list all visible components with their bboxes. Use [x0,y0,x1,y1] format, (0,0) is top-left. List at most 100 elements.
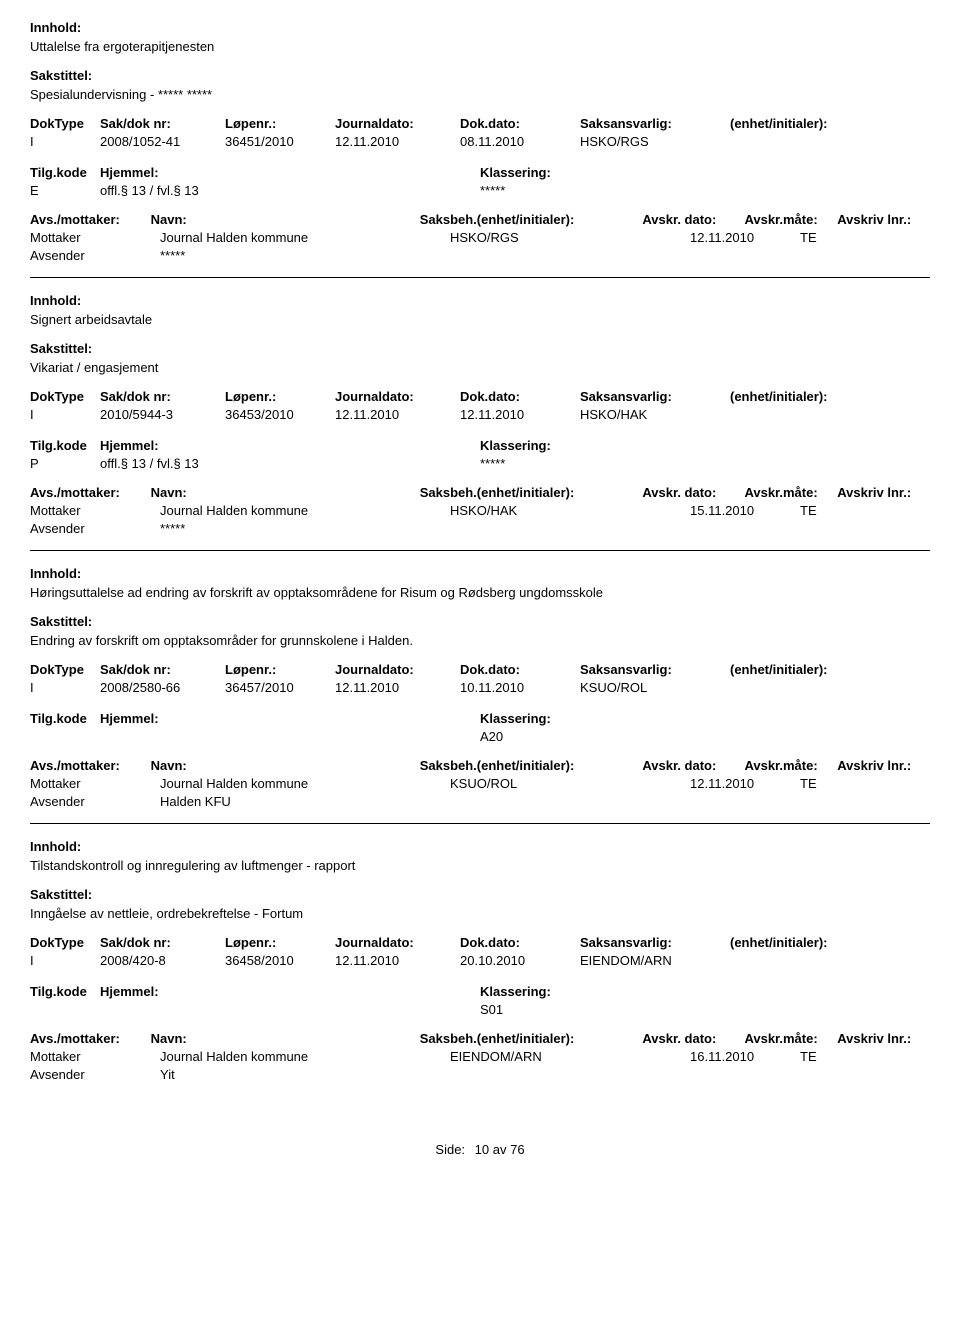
doc-data-row: I 2008/2580-66 36457/2010 12.11.2010 10.… [30,680,930,695]
avsender-navn: ***** [160,248,450,263]
doktype-header: DokType [30,935,100,950]
journaldato-header: Journaldato: [335,389,460,404]
mottaker-navn: Journal Halden kommune [160,503,450,518]
mottaker-navn: Journal Halden kommune [160,230,450,245]
saksbeh-header: Saksbeh.(enhet/initialer): [420,485,643,500]
mottaker-saksbeh: HSKO/RGS [450,230,600,245]
avs-header-row: Avs./mottaker: Navn: Saksbeh.(enhet/init… [30,485,930,500]
meta-data-row: S01 [30,1002,930,1017]
lopenr-value: 36453/2010 [225,407,335,422]
avsender-navn: ***** [160,521,450,536]
avsender-row: Avsender Halden KFU [30,794,930,809]
mottaker-avskr-mate: TE [800,230,900,245]
mottaker-saksbeh: KSUO/ROL [450,776,600,791]
avskr-mate-header: Avskr.måte: [744,485,837,500]
sakstittel-label: Sakstittel: [30,341,930,356]
mottaker-avskr-mate: TE [800,503,900,518]
sakdok-header: Sak/dok nr: [100,662,225,677]
doc-data-row: I 2010/5944-3 36453/2010 12.11.2010 12.1… [30,407,930,422]
doktype-header: DokType [30,389,100,404]
hjemmel-value: offl.§ 13 / fvl.§ 13 [100,183,480,198]
mottaker-avskr-mate: TE [800,776,900,791]
record-divider [30,550,930,551]
footer-page-number: 10 [475,1142,489,1157]
mottaker-navn: Journal Halden kommune [160,1049,450,1064]
mottaker-row: Mottaker Journal Halden kommune KSUO/ROL… [30,776,930,791]
doc-data-row: I 2008/420-8 36458/2010 12.11.2010 20.10… [30,953,930,968]
avskr-dato-header: Avskr. dato: [642,758,744,773]
mottaker-avskr-dato: 16.11.2010 [690,1049,800,1064]
sakdok-value: 2008/2580-66 [100,680,225,695]
tilgkode-header: Tilg.kode [30,165,100,180]
dokdato-value: 12.11.2010 [460,407,580,422]
enhet-header: (enhet/initialer): [730,662,910,677]
klassering-value: ***** [480,456,630,471]
sakstittel-text: Spesialundervisning - ***** ***** [30,87,930,102]
journal-record: Innhold: Høringsuttalelse ad endring av … [30,566,930,809]
avskriv-lnr-header: Avskriv lnr.: [837,485,930,500]
sakdok-value: 2008/420-8 [100,953,225,968]
mottaker-role: Mottaker [30,1049,160,1064]
avs-header-row: Avs./mottaker: Navn: Saksbeh.(enhet/init… [30,758,930,773]
saksansvarlig-value: EIENDOM/ARN [580,953,730,968]
saksbeh-header: Saksbeh.(enhet/initialer): [420,758,643,773]
record-divider [30,277,930,278]
tilgkode-value [30,1002,100,1017]
journaldato-value: 12.11.2010 [335,407,460,422]
saksansvarlig-value: HSKO/HAK [580,407,730,422]
saksansvarlig-header: Saksansvarlig: [580,935,730,950]
journal-record: Innhold: Uttalelse fra ergoterapitjenest… [30,20,930,263]
innhold-label: Innhold: [30,20,930,35]
mottaker-role: Mottaker [30,776,160,791]
mottaker-row: Mottaker Journal Halden kommune HSKO/HAK… [30,503,930,518]
enhet-value [730,407,910,422]
avsmottaker-header: Avs./mottaker: [30,758,151,773]
avskr-mate-header: Avskr.måte: [744,758,837,773]
lopenr-value: 36457/2010 [225,680,335,695]
saksansvarlig-header: Saksansvarlig: [580,116,730,131]
avs-header-row: Avs./mottaker: Navn: Saksbeh.(enhet/init… [30,212,930,227]
tilgkode-header: Tilg.kode [30,438,100,453]
mottaker-avskr-dato: 12.11.2010 [690,230,800,245]
doc-header-row: DokType Sak/dok nr: Løpenr.: Journaldato… [30,116,930,131]
doktype-value: I [30,407,100,422]
sakstittel-label: Sakstittel: [30,614,930,629]
avsender-row: Avsender ***** [30,521,930,536]
enhet-value [730,134,910,149]
avsender-role: Avsender [30,794,160,809]
lopenr-header: Løpenr.: [225,116,335,131]
sakstittel-text: Inngåelse av nettleie, ordrebekreftelse … [30,906,930,921]
journaldato-value: 12.11.2010 [335,953,460,968]
hjemmel-header: Hjemmel: [100,165,480,180]
dokdato-value: 20.10.2010 [460,953,580,968]
journaldato-header: Journaldato: [335,935,460,950]
innhold-text: Signert arbeidsavtale [30,312,930,327]
dokdato-header: Dok.dato: [460,389,580,404]
doktype-value: I [30,680,100,695]
avsender-role: Avsender [30,1067,160,1082]
journaldato-header: Journaldato: [335,116,460,131]
meta-data-row: E offl.§ 13 / fvl.§ 13 ***** [30,183,930,198]
hjemmel-header: Hjemmel: [100,438,480,453]
dokdato-header: Dok.dato: [460,116,580,131]
records-container: Innhold: Uttalelse fra ergoterapitjenest… [30,20,930,1082]
klassering-value: S01 [480,1002,630,1017]
hjemmel-header: Hjemmel: [100,711,480,726]
avskr-dato-header: Avskr. dato: [642,485,744,500]
sakstittel-label: Sakstittel: [30,887,930,902]
journal-record: Innhold: Tilstandskontroll og innreguler… [30,839,930,1082]
meta-header-row: Tilg.kode Hjemmel: Klassering: [30,438,930,453]
lopenr-header: Løpenr.: [225,935,335,950]
doc-header-row: DokType Sak/dok nr: Løpenr.: Journaldato… [30,662,930,677]
journaldato-value: 12.11.2010 [335,680,460,695]
avsender-navn: Halden KFU [160,794,450,809]
sakstittel-label: Sakstittel: [30,68,930,83]
journal-record: Innhold: Signert arbeidsavtale Sakstitte… [30,293,930,536]
saksbeh-header: Saksbeh.(enhet/initialer): [420,1031,643,1046]
navn-header: Navn: [151,212,420,227]
innhold-label: Innhold: [30,839,930,854]
avsender-role: Avsender [30,521,160,536]
avsmottaker-header: Avs./mottaker: [30,485,151,500]
avsender-row: Avsender ***** [30,248,930,263]
avskr-mate-header: Avskr.måte: [744,1031,837,1046]
